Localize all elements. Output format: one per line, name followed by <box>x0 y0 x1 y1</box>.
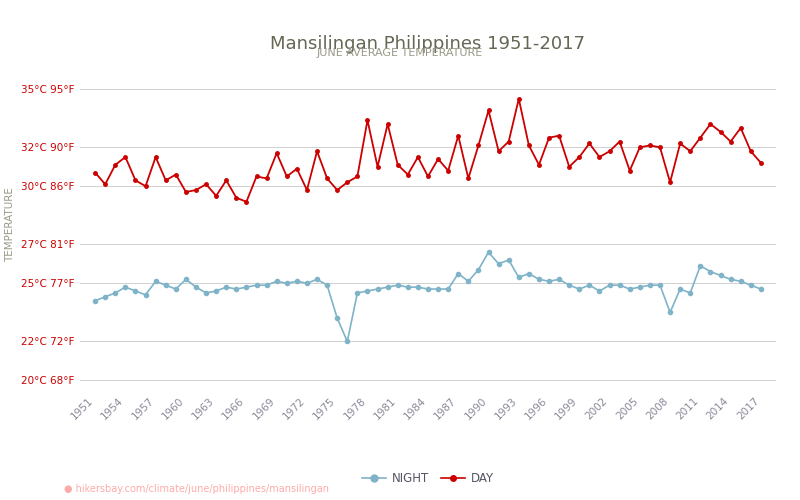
Y-axis label: TEMPERATURE: TEMPERATURE <box>6 188 15 262</box>
Text: JUNE AVERAGE TEMPERATURE: JUNE AVERAGE TEMPERATURE <box>317 48 483 58</box>
Title: Mansilingan Philippines 1951-2017: Mansilingan Philippines 1951-2017 <box>270 35 586 53</box>
Text: ● hikersbay.com/climate/june/philippines/mansilingan: ● hikersbay.com/climate/june/philippines… <box>64 484 329 494</box>
Legend: NIGHT, DAY: NIGHT, DAY <box>358 468 498 489</box>
